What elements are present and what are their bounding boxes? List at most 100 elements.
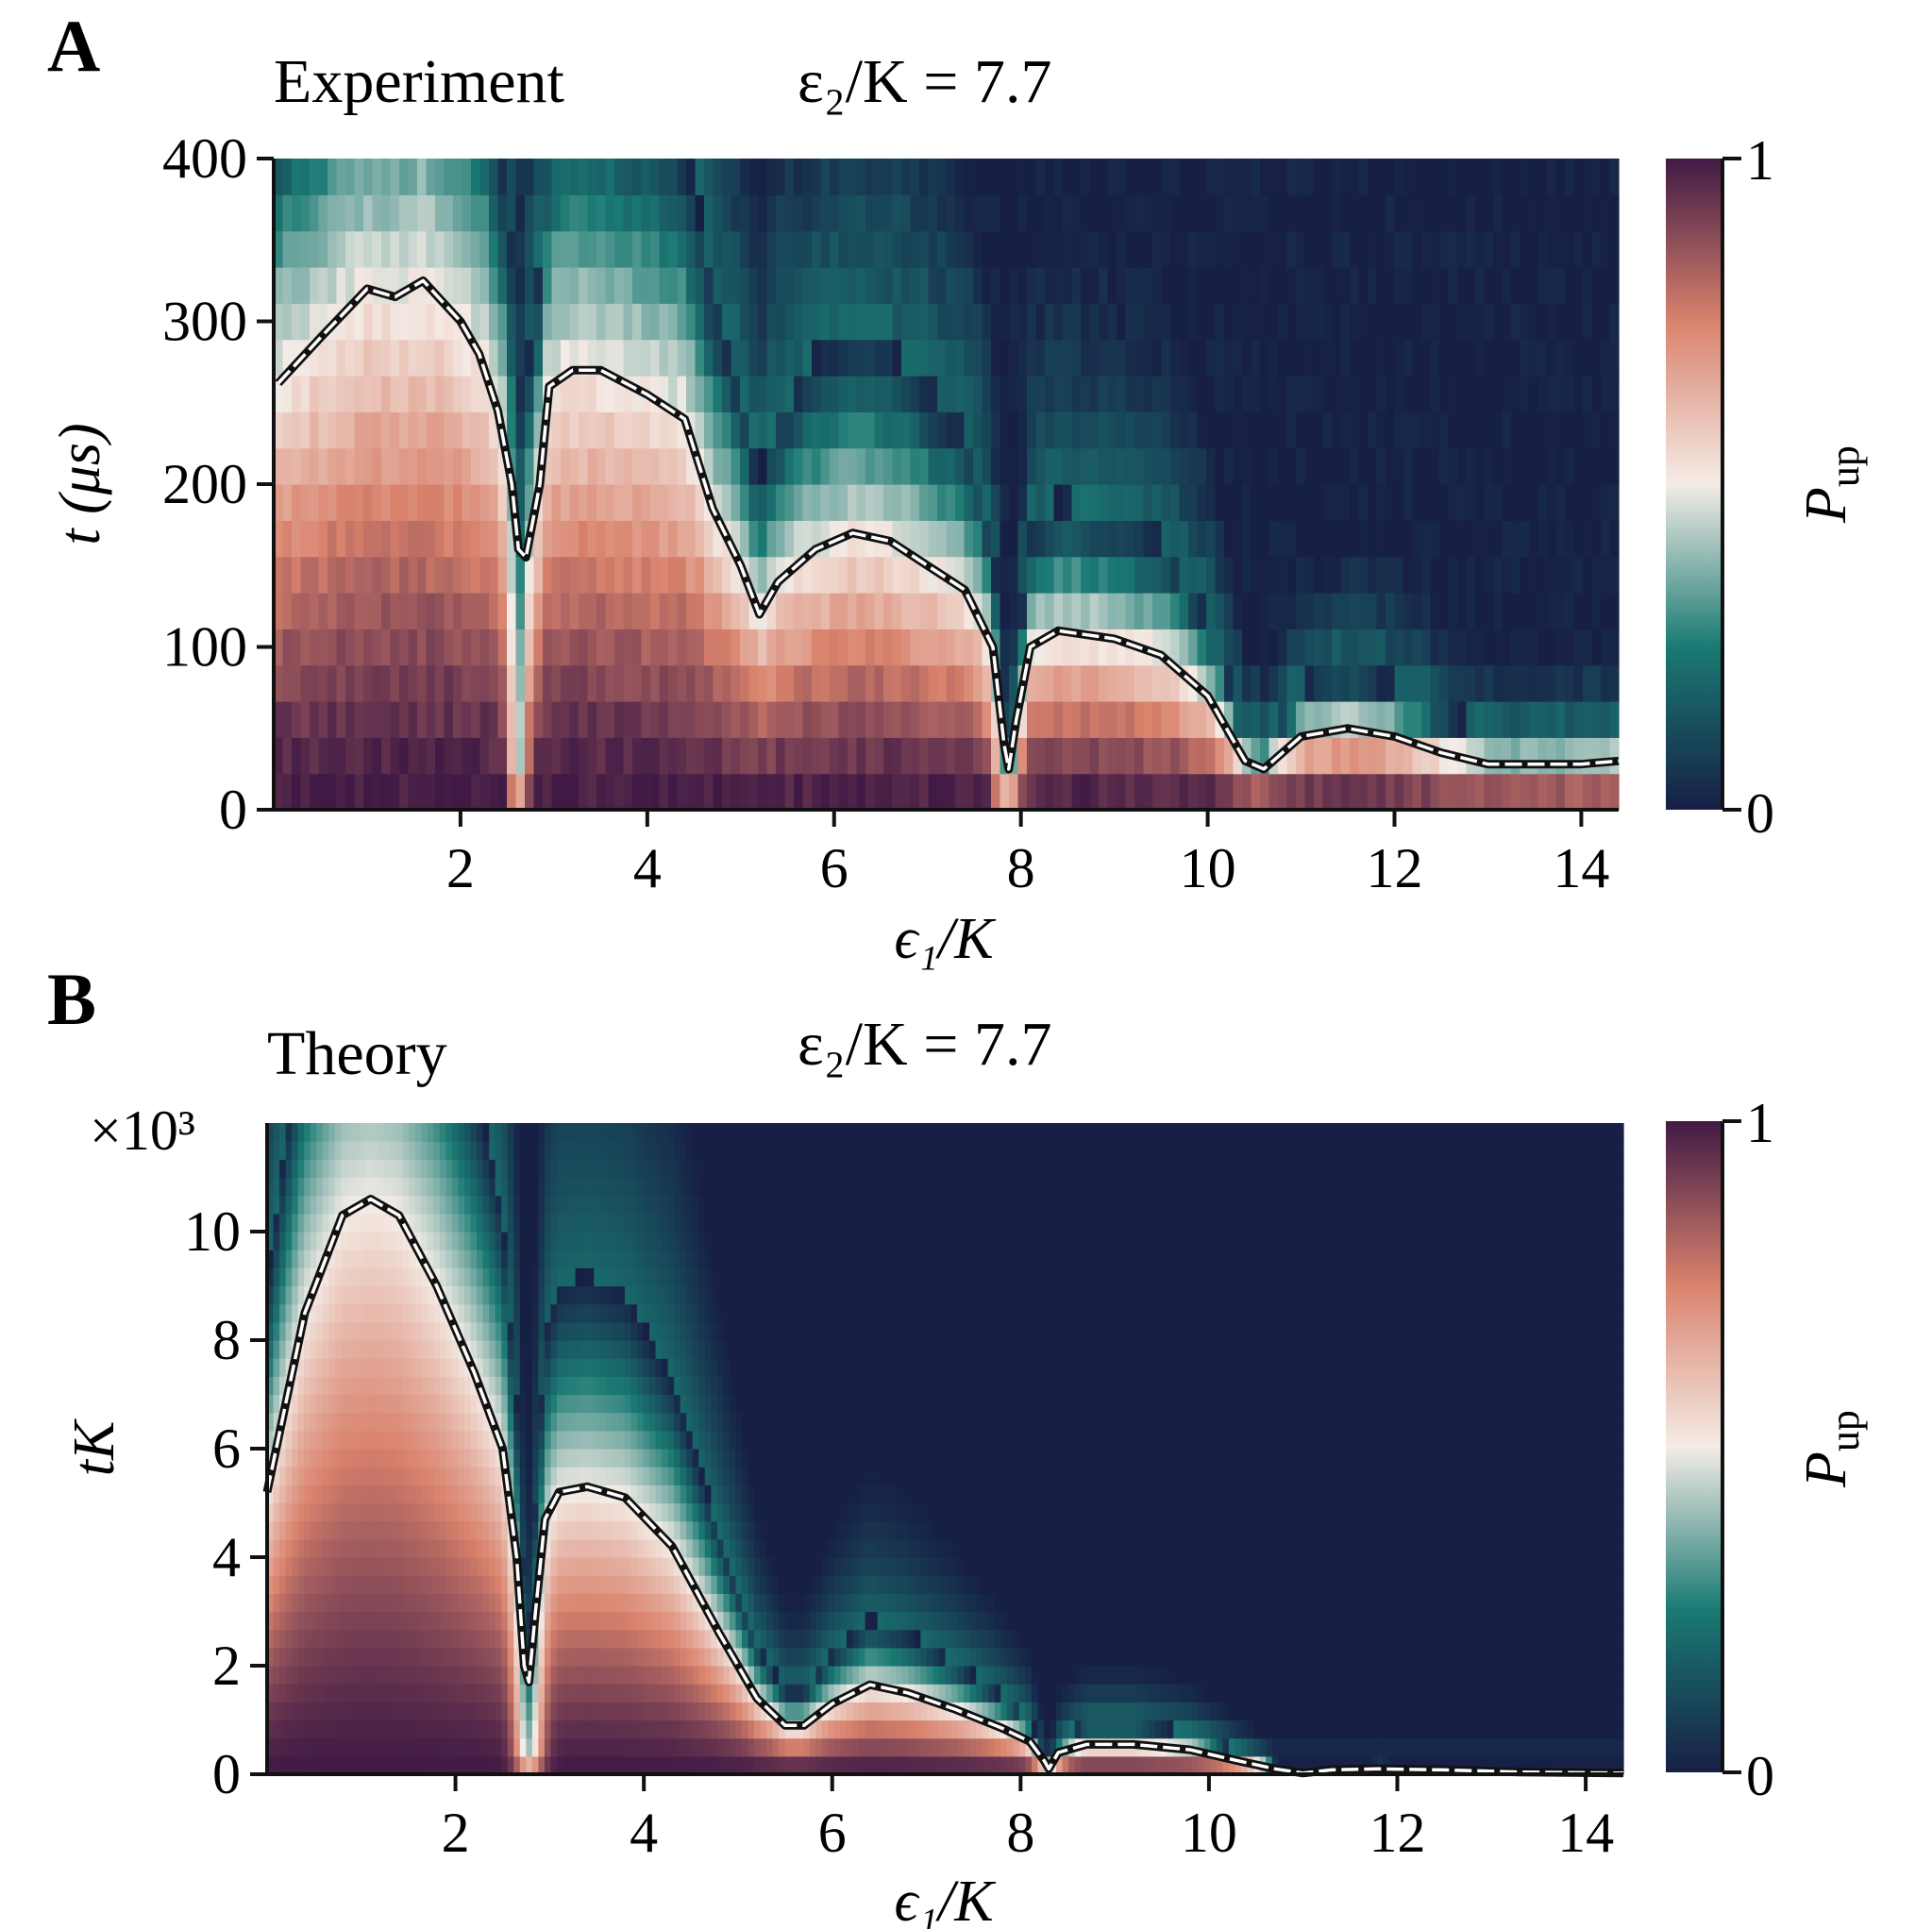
heatmap-cell [543, 520, 553, 558]
heatmap-cell [292, 1141, 299, 1160]
heatmap-cell [292, 1702, 299, 1721]
heatmap-cell [643, 1647, 650, 1667]
heatmap-cell [526, 1467, 533, 1485]
heatmap-cell [453, 230, 463, 268]
heatmap-cell [451, 1538, 460, 1558]
heatmap-cell [1484, 593, 1494, 629]
heatmap-cell [1547, 194, 1557, 232]
heatmap-cell [297, 1647, 305, 1667]
heatmap-cell [612, 1285, 619, 1305]
heatmap-cell [479, 520, 490, 558]
heatmap-cell [1555, 593, 1566, 629]
heatmap-cell [1502, 664, 1512, 702]
heatmap-cell [606, 1285, 613, 1305]
heatmap-cell [544, 1575, 552, 1594]
heatmap-cell [346, 1538, 355, 1558]
heatmap-cell [1430, 664, 1440, 702]
heatmap-cell [359, 1340, 367, 1359]
heatmap-cell [507, 1195, 514, 1215]
heatmap-cell [623, 484, 633, 521]
heatmap-cell [334, 1684, 342, 1703]
heatmap-cell [292, 1376, 299, 1396]
heatmap-cell [482, 1250, 490, 1268]
heatmap-cell [479, 411, 490, 449]
heatmap-cell [1376, 339, 1386, 377]
heatmap-cell [1296, 664, 1306, 702]
heatmap-cell [1296, 230, 1306, 268]
heatmap-cell [636, 1340, 645, 1359]
heatmap-cell [439, 1755, 447, 1775]
heatmap-cell [1555, 376, 1566, 412]
heatmap-cell [381, 411, 392, 449]
heatmap-cell [630, 1123, 638, 1142]
heatmap-cell [445, 1412, 453, 1432]
heatmap-cell [1421, 376, 1432, 412]
heatmap-cell [444, 303, 454, 341]
heatmap-cell [1027, 303, 1037, 341]
heatmap-cell [1376, 737, 1386, 775]
heatmap-cell [1368, 737, 1378, 775]
heatmap-cell [1242, 411, 1252, 449]
heatmap-cell [477, 1195, 484, 1215]
heatmap-cell [341, 1719, 348, 1739]
heatmap-cell [297, 1557, 305, 1576]
heatmap-cell [381, 773, 392, 811]
heatmap-cell [1117, 376, 1127, 412]
heatmap-cell [596, 664, 607, 702]
heatmap-cell [838, 664, 848, 702]
heatmap-cell [453, 737, 463, 775]
heatmap-cell [477, 1358, 484, 1377]
heatmap-cell [659, 737, 669, 775]
heatmap-cell [1009, 303, 1019, 341]
heatmap-cell [686, 339, 697, 377]
heatmap-cell [587, 1502, 595, 1522]
heatmap-cell [297, 1702, 305, 1721]
heatmap-cell [1188, 520, 1199, 558]
heatmap-cell [1502, 447, 1512, 485]
heatmap-cell [650, 737, 661, 775]
heatmap-cell [1170, 593, 1181, 629]
heatmap-cell [470, 1629, 478, 1649]
heatmap-cell [285, 1755, 293, 1775]
heatmap-cell [1457, 411, 1468, 449]
heatmap-cell [334, 1666, 342, 1685]
heatmap-cell [830, 303, 840, 341]
heatmap-cell [462, 520, 472, 558]
heatmap-cell [273, 1340, 280, 1359]
heatmap-cell [525, 629, 535, 666]
heatmap-cell [1134, 520, 1145, 558]
heatmap-cell [1215, 629, 1225, 666]
heatmap-cell [1565, 664, 1575, 702]
heatmap-cell [507, 1719, 514, 1739]
heatmap-cell [365, 1467, 373, 1485]
panel-a-title: Experiment [274, 47, 564, 116]
heatmap-cell [497, 520, 508, 558]
heatmap-cell [451, 1141, 460, 1160]
heatmap-cell [316, 1394, 324, 1414]
heatmap-cell [563, 1267, 570, 1287]
heatmap-cell [581, 1358, 589, 1377]
heatmap-cell [1053, 230, 1064, 268]
heatmap-cell [618, 1737, 626, 1757]
heatmap-cell [569, 1250, 577, 1268]
heatmap-cell [497, 303, 508, 341]
heatmap-cell [482, 1611, 490, 1631]
heatmap-cell [830, 194, 840, 232]
heatmap-cell [408, 411, 418, 449]
heatmap-cell [346, 1177, 355, 1197]
heatmap-cell [1170, 194, 1181, 232]
heatmap-cell [1601, 267, 1611, 304]
heatmap-cell [458, 1647, 465, 1667]
heatmap-cell [300, 701, 311, 738]
heatmap-cell [396, 1467, 404, 1485]
heatmap-cell [282, 664, 293, 702]
heatmap-cell [1161, 629, 1171, 666]
heatmap-cell [328, 1593, 336, 1613]
heatmap-cell [1565, 339, 1575, 377]
heatmap-cell [513, 1232, 521, 1250]
heatmap-cell [1520, 520, 1530, 558]
heatmap-cell [1573, 159, 1584, 195]
heatmap-cell [748, 664, 759, 702]
heatmap-cell [345, 701, 356, 738]
heatmap-cell [363, 629, 374, 666]
